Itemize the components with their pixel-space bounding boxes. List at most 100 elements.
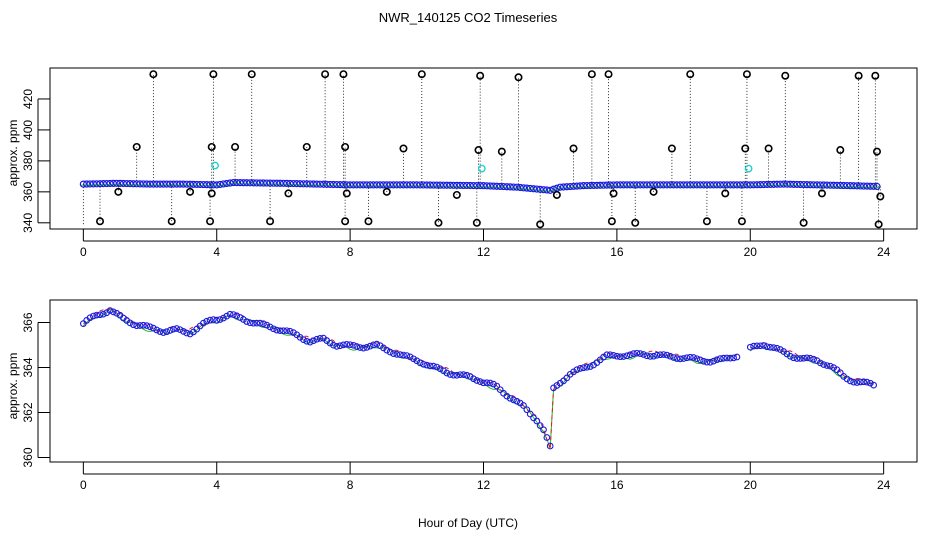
bottom-x-tick-label: 4 — [213, 478, 220, 492]
data-point — [146, 323, 154, 331]
baseline-point — [853, 182, 861, 190]
data-point — [730, 354, 737, 362]
data-point — [286, 327, 294, 335]
data-point — [330, 341, 337, 349]
baseline-point — [406, 181, 414, 189]
top-plot: 0 4 8 12 16 20 24 340 360 380 400 420 — [21, 67, 918, 259]
data-point — [276, 327, 284, 335]
baseline-point — [593, 181, 601, 189]
outlier-point — [737, 217, 746, 226]
baseline-point — [369, 181, 378, 189]
data-point — [786, 352, 794, 360]
data-point — [363, 344, 371, 351]
baseline-point — [409, 181, 418, 189]
baseline-point — [256, 179, 264, 187]
data-point — [260, 320, 267, 328]
baseline-point — [513, 183, 521, 191]
cyan-point — [211, 161, 219, 170]
data-point — [750, 342, 757, 350]
data-point — [356, 344, 364, 351]
baseline-point — [433, 181, 441, 189]
data-point — [493, 382, 501, 390]
data-point — [290, 329, 297, 336]
baseline-point — [266, 179, 274, 187]
baseline-point — [873, 182, 881, 191]
baseline-point — [613, 181, 621, 189]
baseline-point — [319, 180, 328, 188]
baseline-point — [663, 181, 671, 189]
baseline-point — [793, 180, 801, 189]
baseline-point — [169, 180, 177, 188]
outlier-point — [342, 189, 351, 198]
outlier-point — [231, 142, 240, 151]
data-point — [650, 352, 657, 360]
data-point — [480, 379, 487, 387]
outlier-point — [207, 142, 216, 151]
data-point — [700, 357, 707, 365]
baseline-point — [763, 180, 771, 189]
baseline-point — [426, 181, 434, 189]
baseline-point — [246, 179, 254, 187]
baseline-point — [436, 181, 444, 189]
baseline-point — [760, 180, 768, 189]
data-point — [526, 410, 534, 418]
baseline-point — [393, 181, 401, 189]
data-point — [426, 362, 434, 370]
data-point — [636, 350, 644, 357]
data-point — [620, 353, 627, 360]
outlier-point — [702, 217, 711, 226]
data-point — [86, 314, 94, 322]
outlier-point — [417, 70, 426, 79]
baseline-point — [646, 181, 654, 189]
outlier-point — [434, 218, 443, 227]
baseline-point — [820, 181, 828, 189]
baseline-point — [93, 180, 101, 188]
baseline-point — [176, 180, 184, 188]
baseline-point — [186, 180, 194, 188]
data-point — [246, 319, 254, 327]
baseline-point — [496, 182, 504, 191]
data-point — [346, 341, 354, 349]
baseline-point — [703, 181, 711, 189]
outlier-point — [569, 144, 578, 153]
data-point — [870, 381, 878, 389]
outlier-point — [686, 70, 695, 79]
baseline-point — [860, 182, 868, 190]
data-point — [696, 356, 704, 364]
data-point — [213, 317, 221, 324]
outlier-point — [874, 220, 883, 229]
data-point — [210, 316, 217, 323]
outlier-point — [399, 144, 408, 153]
baseline-point — [693, 181, 701, 189]
data-point — [186, 330, 194, 338]
outlier-point — [284, 189, 293, 198]
baseline-point — [696, 181, 704, 189]
data-point — [856, 378, 864, 386]
data-point — [766, 343, 774, 351]
baseline-point — [673, 181, 681, 189]
baseline-point — [333, 180, 341, 189]
baseline-point — [566, 182, 574, 191]
data-point — [583, 363, 591, 371]
data-point — [456, 371, 464, 379]
outlier-point — [536, 220, 545, 229]
data-point — [540, 426, 547, 434]
baseline-point — [870, 182, 878, 190]
baseline-point — [679, 181, 688, 189]
baseline-point — [336, 181, 344, 189]
data-point — [476, 378, 484, 385]
baseline-point — [856, 182, 864, 190]
data-point — [100, 310, 107, 318]
baseline-point — [739, 181, 748, 189]
data-point — [326, 339, 334, 347]
data-point — [666, 352, 674, 360]
baseline-point — [729, 181, 738, 189]
bottom-x-tick-label: 24 — [877, 478, 891, 492]
baseline-point — [173, 180, 181, 188]
outlier-point — [476, 71, 485, 80]
cyan-point — [477, 164, 486, 173]
data-point — [433, 363, 441, 371]
baseline-point — [656, 181, 664, 189]
data-point — [693, 355, 701, 363]
bottom-x-tick-label: 20 — [744, 478, 758, 492]
